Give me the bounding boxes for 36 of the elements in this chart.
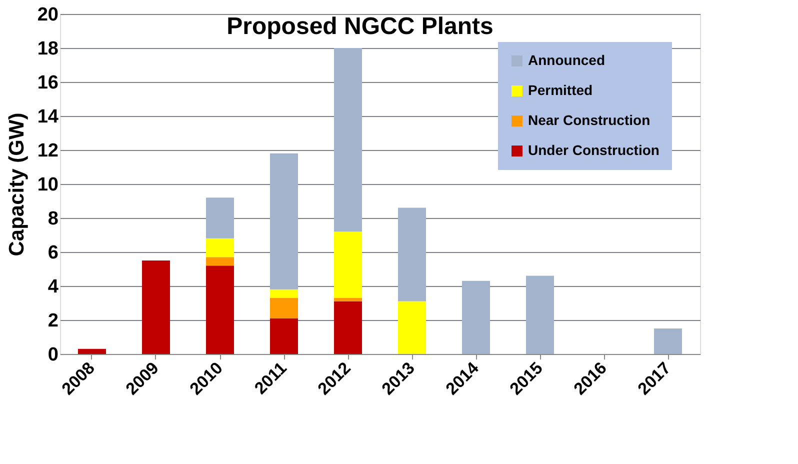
bar <box>334 301 362 354</box>
bar <box>270 298 298 318</box>
y-tick-label: 16 <box>37 72 58 94</box>
bar <box>334 232 362 298</box>
y-axis-title: Capacity (GW) <box>5 112 28 256</box>
legend-label: Announced <box>528 52 605 68</box>
legend-label: Near Construction <box>528 112 650 128</box>
y-tick-label: 14 <box>37 106 59 128</box>
legend-label: Under Construction <box>528 142 660 158</box>
y-tick-label: 18 <box>37 38 58 60</box>
bar <box>206 257 234 266</box>
bar <box>270 153 298 290</box>
bar <box>526 276 554 354</box>
y-tick-label: 20 <box>37 4 58 26</box>
bar <box>334 298 362 302</box>
bar <box>142 260 170 354</box>
y-tick-label: 6 <box>48 242 58 264</box>
y-tick-label: 8 <box>48 208 58 230</box>
bar <box>78 348 106 354</box>
bar <box>206 266 234 354</box>
chart-title: Proposed NGCC Plants <box>226 13 494 40</box>
bar <box>654 328 682 354</box>
bar <box>270 318 298 354</box>
bar <box>334 48 362 232</box>
y-tick-label: 0 <box>48 344 58 366</box>
legend-label: Permitted <box>528 82 593 98</box>
y-tick-label: 10 <box>37 174 58 196</box>
bar <box>270 289 298 298</box>
y-tick-label: 12 <box>37 140 58 162</box>
bar <box>206 198 234 238</box>
bar <box>398 301 426 354</box>
bar <box>462 280 490 354</box>
bar <box>398 208 426 302</box>
y-tick-label: 2 <box>48 310 58 332</box>
y-tick-label: 4 <box>48 276 59 298</box>
bar <box>206 238 234 258</box>
